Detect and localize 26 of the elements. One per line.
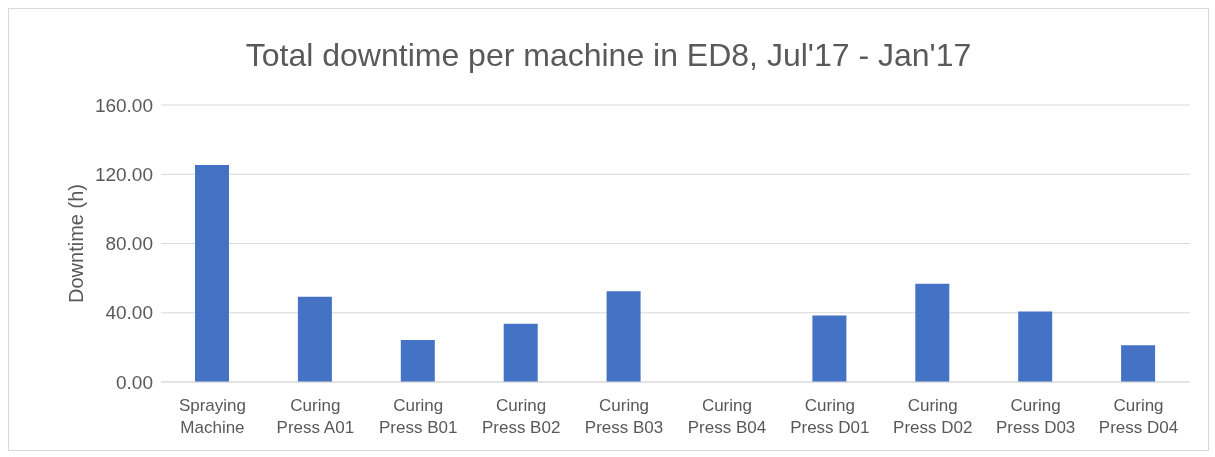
- x-tick-label: Curing Press D01: [790, 396, 870, 437]
- chart-title: Total downtime per machine in ED8, Jul'17 - Jan'17: [244, 37, 973, 74]
- y-tick-label: 120.00: [94, 163, 153, 185]
- x-tick-label: Curing Press D03: [995, 396, 1076, 437]
- x-tick-label: Curing Press A01: [276, 396, 355, 437]
- x-tick-label: Curing Press B04: [687, 396, 767, 437]
- bar: [195, 164, 229, 382]
- x-tick-label: Curing Press D02: [893, 396, 973, 437]
- bar: [1121, 345, 1156, 382]
- x-tick-label: Curing Press D04: [1098, 396, 1179, 437]
- y-tick-label: 160.00: [94, 94, 153, 116]
- y-tick-label: 0.00: [116, 371, 153, 393]
- bar: [606, 291, 641, 382]
- y-axis-title: Downtime (h): [65, 184, 88, 303]
- x-tick-label: Curing Press B01: [379, 396, 458, 437]
- y-tick-label: 40.00: [105, 302, 153, 324]
- x-tick-label: Curing Press B02: [481, 396, 561, 437]
- bar: [915, 283, 950, 382]
- x-tick-label: Curing Press B03: [584, 396, 664, 437]
- bar: [400, 340, 435, 382]
- bar: [503, 323, 538, 382]
- y-tick-label: 80.00: [105, 233, 153, 255]
- bar: [1018, 311, 1053, 382]
- x-tick-label: Spraying Machine: [178, 396, 246, 437]
- bar: [812, 315, 847, 382]
- bar: [297, 296, 332, 382]
